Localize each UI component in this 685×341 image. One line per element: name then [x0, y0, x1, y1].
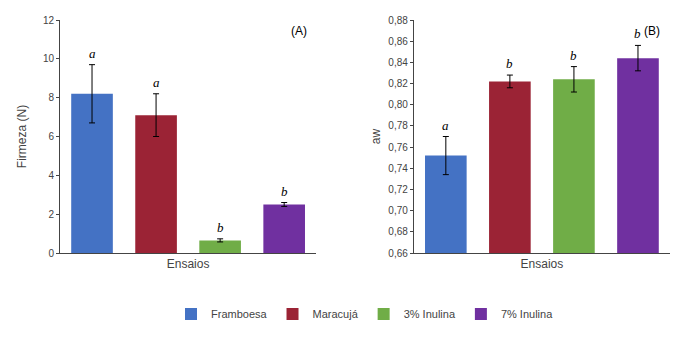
svg-text:aw: aw: [369, 128, 383, 144]
svg-text:8: 8: [48, 92, 54, 103]
svg-text:Ensaios: Ensaios: [521, 257, 564, 271]
svg-text:a: a: [442, 118, 449, 133]
svg-text:3% Inulina: 3% Inulina: [404, 308, 456, 320]
svg-text:b: b: [217, 220, 224, 235]
svg-text:(A): (A): [291, 24, 307, 38]
svg-text:7% Inulina: 7% Inulina: [501, 308, 553, 320]
svg-text:0,70: 0,70: [388, 205, 408, 216]
svg-text:b: b: [506, 56, 513, 71]
svg-text:b: b: [634, 26, 641, 41]
svg-text:Framboesa: Framboesa: [211, 308, 268, 320]
svg-text:0,76: 0,76: [388, 142, 408, 153]
svg-text:0,68: 0,68: [388, 226, 408, 237]
svg-text:a: a: [89, 46, 96, 61]
svg-text:0,88: 0,88: [388, 15, 408, 26]
svg-text:4: 4: [48, 170, 54, 181]
svg-text:a: a: [153, 75, 160, 90]
svg-text:0,86: 0,86: [388, 36, 408, 47]
svg-text:0,80: 0,80: [388, 99, 408, 110]
svg-text:Maracujá: Maracujá: [313, 308, 359, 320]
svg-text:2: 2: [48, 209, 54, 220]
svg-text:0,66: 0,66: [388, 248, 408, 259]
svg-text:Firmeza (N): Firmeza (N): [15, 105, 29, 168]
svg-text:10: 10: [43, 53, 55, 64]
svg-text:0,82: 0,82: [388, 78, 408, 89]
svg-text:12: 12: [43, 15, 55, 26]
svg-text:0,78: 0,78: [388, 120, 408, 131]
svg-text:6: 6: [48, 131, 54, 142]
svg-text:Ensaios: Ensaios: [167, 257, 210, 271]
svg-text:b: b: [281, 184, 288, 199]
svg-text:0,74: 0,74: [388, 163, 408, 174]
svg-text:0,84: 0,84: [388, 57, 408, 68]
svg-text:0: 0: [48, 248, 54, 259]
svg-text:0,72: 0,72: [388, 184, 408, 195]
svg-text:b: b: [570, 48, 577, 63]
svg-text:(B): (B): [644, 24, 660, 38]
